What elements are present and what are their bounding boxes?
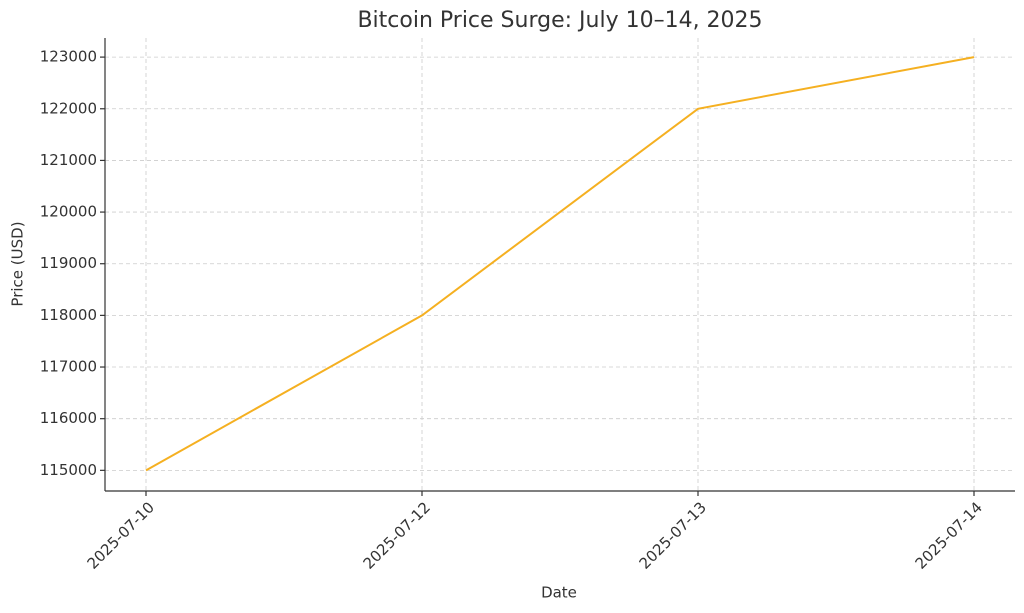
x-tick-label: 2025-07-12 xyxy=(360,498,434,572)
y-tick-label: 117000 xyxy=(40,358,97,376)
x-tick-label: 2025-07-13 xyxy=(636,498,710,572)
y-tick-label: 116000 xyxy=(40,409,97,427)
y-tick-label: 123000 xyxy=(40,48,97,66)
y-axis-label: Price (USD) xyxy=(9,221,27,306)
chart-title: Bitcoin Price Surge: July 10–14, 2025 xyxy=(357,8,762,33)
y-tick-label: 115000 xyxy=(40,461,97,479)
x-axis-label: Date xyxy=(541,584,577,602)
x-tick-label: 2025-07-14 xyxy=(912,498,986,572)
line-series xyxy=(145,56,975,472)
y-tick-label: 122000 xyxy=(40,99,97,117)
x-tick-label: 2025-07-10 xyxy=(84,498,158,572)
y-tick-label: 120000 xyxy=(40,203,97,221)
y-tick-label: 119000 xyxy=(40,254,97,272)
y-tick-label: 121000 xyxy=(40,151,97,169)
y-tick-label: 118000 xyxy=(40,306,97,324)
